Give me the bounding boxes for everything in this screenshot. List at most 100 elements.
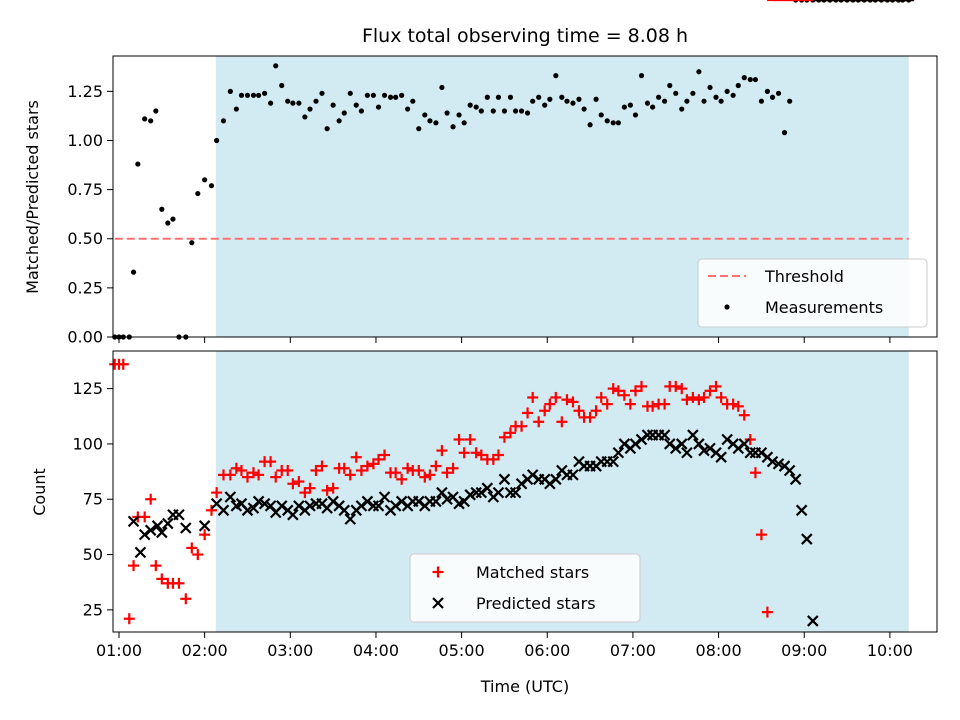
predicted-star-point [732,442,745,455]
bottom-legend-frame [409,553,641,623]
predicted-star-point [395,495,408,508]
top-y-tick-label: 1.00 [67,131,103,150]
legend-measurements-swatch [724,304,730,310]
measurement-point [450,124,456,130]
measurement-point [195,190,201,197]
matched-star-point [567,396,579,408]
measurement-point [285,98,291,104]
matched-star-point [738,409,750,421]
predicted-star-point [481,482,494,494]
measurement-point [262,90,268,96]
measurement-point [324,126,330,132]
matched-star-point [211,487,223,499]
predicted-star-point [669,442,682,455]
predicted-star-point [738,438,751,450]
measurement-point [273,63,279,69]
matched-star-point [230,462,242,474]
measurement-point [775,90,782,96]
measurement-point [604,118,610,124]
predicted-star-point [275,500,288,512]
x-tick-label: 10:00 [867,641,913,660]
matched-star-point [533,416,545,428]
bottom-y-tick-label: 50 [83,545,103,564]
top-y-axis-label: Matched/Predicted stars [23,100,42,294]
measurement-point [135,161,141,167]
predicted-star-point [704,442,716,455]
measurement-point [735,82,741,89]
measurement-point [713,94,719,100]
matched-star-point [282,464,294,476]
measurement-point [507,94,514,100]
measurement-point [353,102,359,108]
bottom-y-tick-label: 100 [72,434,103,453]
measurement-point [313,98,319,104]
predicted-star-point [361,495,374,508]
matched-star-point [186,542,198,554]
measurement-point [701,98,707,104]
measurement-point [189,240,195,246]
top-y-tick-label: 0.25 [67,278,103,297]
matched-star-point [293,476,305,488]
matched-star-point [464,434,476,446]
predicted-star-point [618,438,631,450]
matched-star-point [607,383,619,395]
measurement-point [553,73,559,79]
matched-star-point [698,391,710,403]
matched-star-point [453,434,465,446]
measurement-point [536,94,542,100]
predicted-star-point [567,469,579,481]
predicted-star-point [327,495,339,508]
measurement-point [587,122,593,128]
matched-star-point [361,460,373,472]
predicted-star-point [687,429,699,441]
matched-star-point [761,606,773,618]
x-tick-label: 09:00 [781,641,827,660]
matched-star-point [647,400,659,412]
predicted-star-point [783,464,796,477]
matched-star-point [344,469,356,481]
measurement-point [747,76,753,83]
matched-star-point [676,383,688,395]
chart-title: Flux total observing time = 8.08 h [362,25,688,47]
matched-star-point [749,467,761,479]
legend-matched-label: Matched stars [476,563,589,582]
measurement-point [153,108,159,114]
matched-star-point [350,451,362,463]
matched-star-point [270,471,282,483]
matched-star-point [235,464,247,476]
matched-star-point [396,473,408,485]
matched-star-point [241,471,253,483]
matched-star-point [590,405,602,417]
bottom-y-tick-label: 25 [83,600,103,619]
measurement-point [758,98,765,104]
x-tick-label: 03:00 [267,641,313,660]
x-tick-label: 05:00 [439,641,485,660]
bottom-y-tick-label: 75 [83,490,103,509]
measurement-point [227,88,233,94]
predicted-star-point [338,504,351,517]
predicted-star-point [378,491,391,503]
measurement-point [547,96,553,102]
matched-star-point [424,469,436,481]
matched-star-point [522,407,534,419]
legend-matched-swatch [432,566,444,578]
matched-star-point [556,416,568,428]
measurement-point [559,94,565,100]
measurement-point [707,84,713,91]
matched-star-point [681,394,693,406]
measurement-point [662,98,668,104]
measurement-point [490,108,496,114]
measurement-point [461,120,467,126]
matched-star-point [139,511,151,523]
matched-star-point [504,427,516,439]
measurement-point [387,94,394,100]
matched-star-point [192,549,204,561]
measurement-point [684,98,690,104]
matched-star-point [145,493,157,505]
predicted-star-point [151,520,164,532]
measurement-point [690,90,696,96]
measurement-point [142,116,148,122]
matched-star-point [316,460,328,472]
top-legend: Threshold Measurements [697,258,928,328]
matched-star-point [390,467,402,479]
